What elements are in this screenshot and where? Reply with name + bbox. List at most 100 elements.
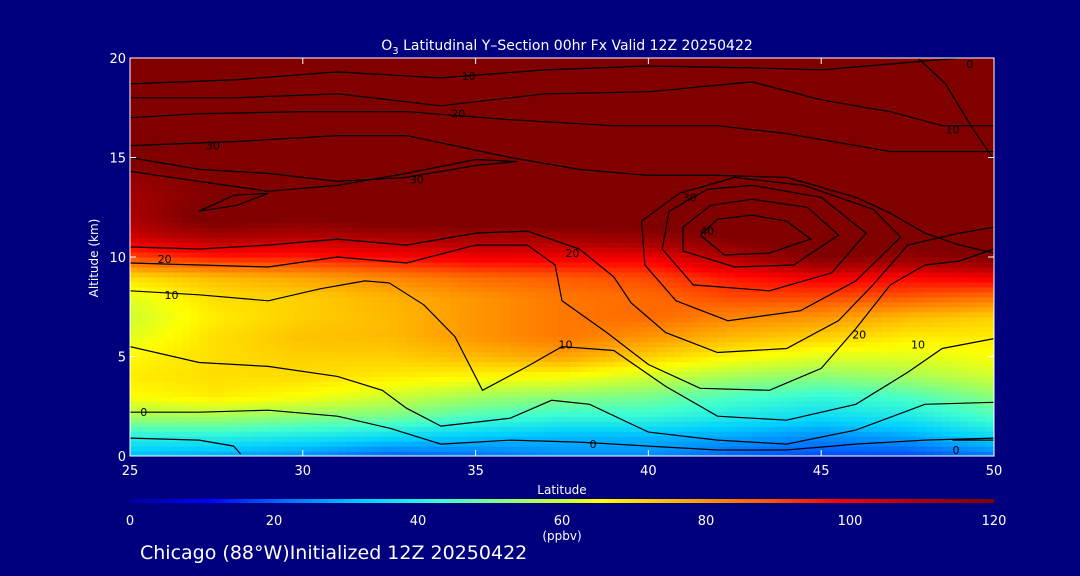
heatmap-cell: [216, 331, 226, 338]
chart-title-main: O: [381, 38, 392, 54]
heatmap-cell: [268, 281, 278, 288]
heatmap-cell: [778, 451, 788, 456]
heatmap-cell: [743, 431, 753, 437]
heatmap-cell: [674, 257, 684, 263]
heatmap-cell: [976, 426, 986, 432]
heatmap-cell: [553, 311, 563, 318]
heatmap-cell: [130, 421, 140, 427]
heatmap-cell: [700, 451, 710, 456]
heatmap-cell: [708, 207, 719, 213]
heatmap-cell: [717, 426, 727, 432]
heatmap-cell: [449, 281, 459, 288]
heatmap-cell: [942, 396, 952, 402]
heatmap-cell: [389, 281, 399, 288]
heatmap-cell: [855, 257, 865, 263]
heatmap-cell: [864, 291, 874, 298]
heatmap-cell: [527, 261, 537, 268]
heatmap-cell: [942, 321, 952, 328]
heatmap-cell: [484, 356, 494, 363]
heatmap-cell: [536, 421, 546, 427]
heatmap-cell: [181, 286, 192, 293]
heatmap-cell: [285, 346, 295, 353]
heatmap-cell: [959, 331, 969, 338]
heatmap-cell: [924, 376, 935, 382]
heatmap-cell: [942, 296, 952, 303]
heatmap-cell: [873, 381, 883, 387]
heatmap-cell: [173, 451, 183, 456]
heatmap-cell: [207, 421, 217, 427]
heatmap-cell: [475, 271, 485, 278]
heatmap-cell: [942, 431, 952, 437]
heatmap-cell: [458, 242, 468, 248]
heatmap-cell: [613, 242, 624, 248]
heatmap-cell: [155, 376, 166, 382]
heatmap-cell: [838, 401, 848, 407]
heatmap-cell: [778, 351, 788, 358]
heatmap-cell: [328, 257, 338, 263]
heatmap-cell: [371, 247, 382, 253]
heatmap-cell: [233, 207, 243, 213]
heatmap-cell: [898, 401, 909, 407]
heatmap-cell: [138, 286, 148, 293]
heatmap-cell: [346, 376, 356, 382]
heatmap-cell: [700, 351, 710, 358]
heatmap-cell: [190, 232, 200, 238]
heatmap-cell: [657, 261, 667, 268]
heatmap-cell: [760, 366, 770, 373]
heatmap-cell: [328, 281, 338, 288]
heatmap-cell: [682, 271, 693, 278]
heatmap-cell: [743, 207, 753, 213]
heatmap-cell: [406, 401, 416, 407]
heatmap-cell: [138, 421, 148, 427]
heatmap-cell: [432, 261, 442, 268]
heatmap-cell: [233, 232, 243, 238]
heatmap-cell: [950, 266, 961, 273]
heatmap-cell: [587, 366, 598, 373]
heatmap-cell: [795, 232, 805, 238]
heatmap-cell: [881, 406, 891, 412]
heatmap-cell: [726, 376, 736, 382]
heatmap-cell: [838, 366, 848, 373]
heatmap-cell: [363, 341, 373, 348]
heatmap-cell: [648, 446, 658, 452]
heatmap-cell: [898, 416, 909, 422]
heatmap-cell: [959, 316, 969, 323]
heatmap-cell: [795, 371, 805, 377]
heatmap-cell: [752, 296, 762, 303]
heatmap-cell: [337, 356, 347, 363]
heatmap-cell: [821, 386, 831, 392]
heatmap-cell: [320, 381, 330, 387]
heatmap-cell: [190, 356, 200, 363]
heatmap-cell: [276, 296, 287, 303]
heatmap-cell: [423, 271, 433, 278]
heatmap-cell: [579, 286, 589, 293]
heatmap-cell: [605, 361, 615, 368]
heatmap-cell: [562, 316, 572, 323]
heatmap-cell: [285, 446, 295, 452]
heatmap-cell: [648, 441, 658, 447]
heatmap-cell: [458, 406, 468, 412]
heatmap-cell: [665, 351, 675, 358]
heatmap-cell: [415, 242, 425, 248]
heatmap-cell: [354, 406, 364, 412]
heatmap-cell: [475, 291, 485, 298]
heatmap-cell: [950, 421, 961, 427]
heatmap-cell: [536, 242, 546, 248]
heatmap-cell: [389, 421, 399, 427]
heatmap-cell: [596, 336, 606, 343]
heatmap-cell: [441, 237, 451, 243]
heatmap-cell: [855, 346, 865, 353]
heatmap-cell: [406, 217, 416, 223]
heatmap-cell: [216, 261, 226, 268]
heatmap-cell: [320, 436, 330, 442]
heatmap-cell: [311, 326, 321, 333]
heatmap-cell: [294, 222, 304, 228]
heatmap-cell: [458, 436, 468, 442]
heatmap-cell: [933, 301, 943, 308]
heatmap-cell: [579, 411, 589, 417]
heatmap-cell: [596, 356, 606, 363]
heatmap-cell: [380, 426, 390, 432]
heatmap-cell: [225, 391, 235, 397]
heatmap-cell: [475, 232, 485, 238]
heatmap-cell: [441, 391, 451, 397]
